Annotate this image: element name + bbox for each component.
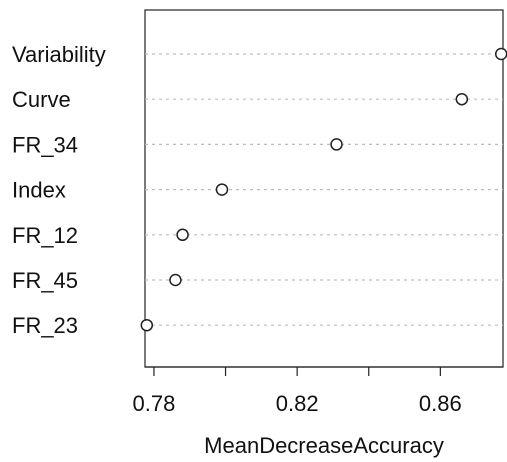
x-tick-label-2: 0.86 <box>419 391 462 416</box>
data-point-index <box>215 183 229 196</box>
category-label-fr-45: FR_45 <box>12 268 78 293</box>
category-label-variability: Variability <box>12 42 106 67</box>
x-tick-label-0: 0.78 <box>133 391 176 416</box>
category-label-fr-34: FR_34 <box>12 132 78 157</box>
data-point-variability <box>494 47 507 61</box>
x-axis-title: MeanDecreaseAccuracy <box>204 433 444 458</box>
guide-lines <box>145 53 503 326</box>
x-axis: 0.78 0.82 0.86 <box>133 366 503 416</box>
data-point-fr-23 <box>140 318 154 332</box>
data-point-fr-34 <box>330 138 343 151</box>
data-points <box>140 47 507 332</box>
plot-frame <box>144 9 504 368</box>
category-label-curve: Curve <box>12 87 71 112</box>
data-point-fr-45 <box>169 273 182 287</box>
x-tick-label-1: 0.82 <box>276 391 319 416</box>
data-point-curve <box>455 92 469 106</box>
category-label-fr-23: FR_23 <box>12 313 78 338</box>
data-point-fr-12 <box>176 228 189 242</box>
category-labels: Variability Curve FR_34 Index FR_12 FR_45 FR_2… <box>12 42 106 338</box>
category-label-index: Index <box>12 178 66 203</box>
category-label-fr-12: FR_12 <box>12 223 78 248</box>
